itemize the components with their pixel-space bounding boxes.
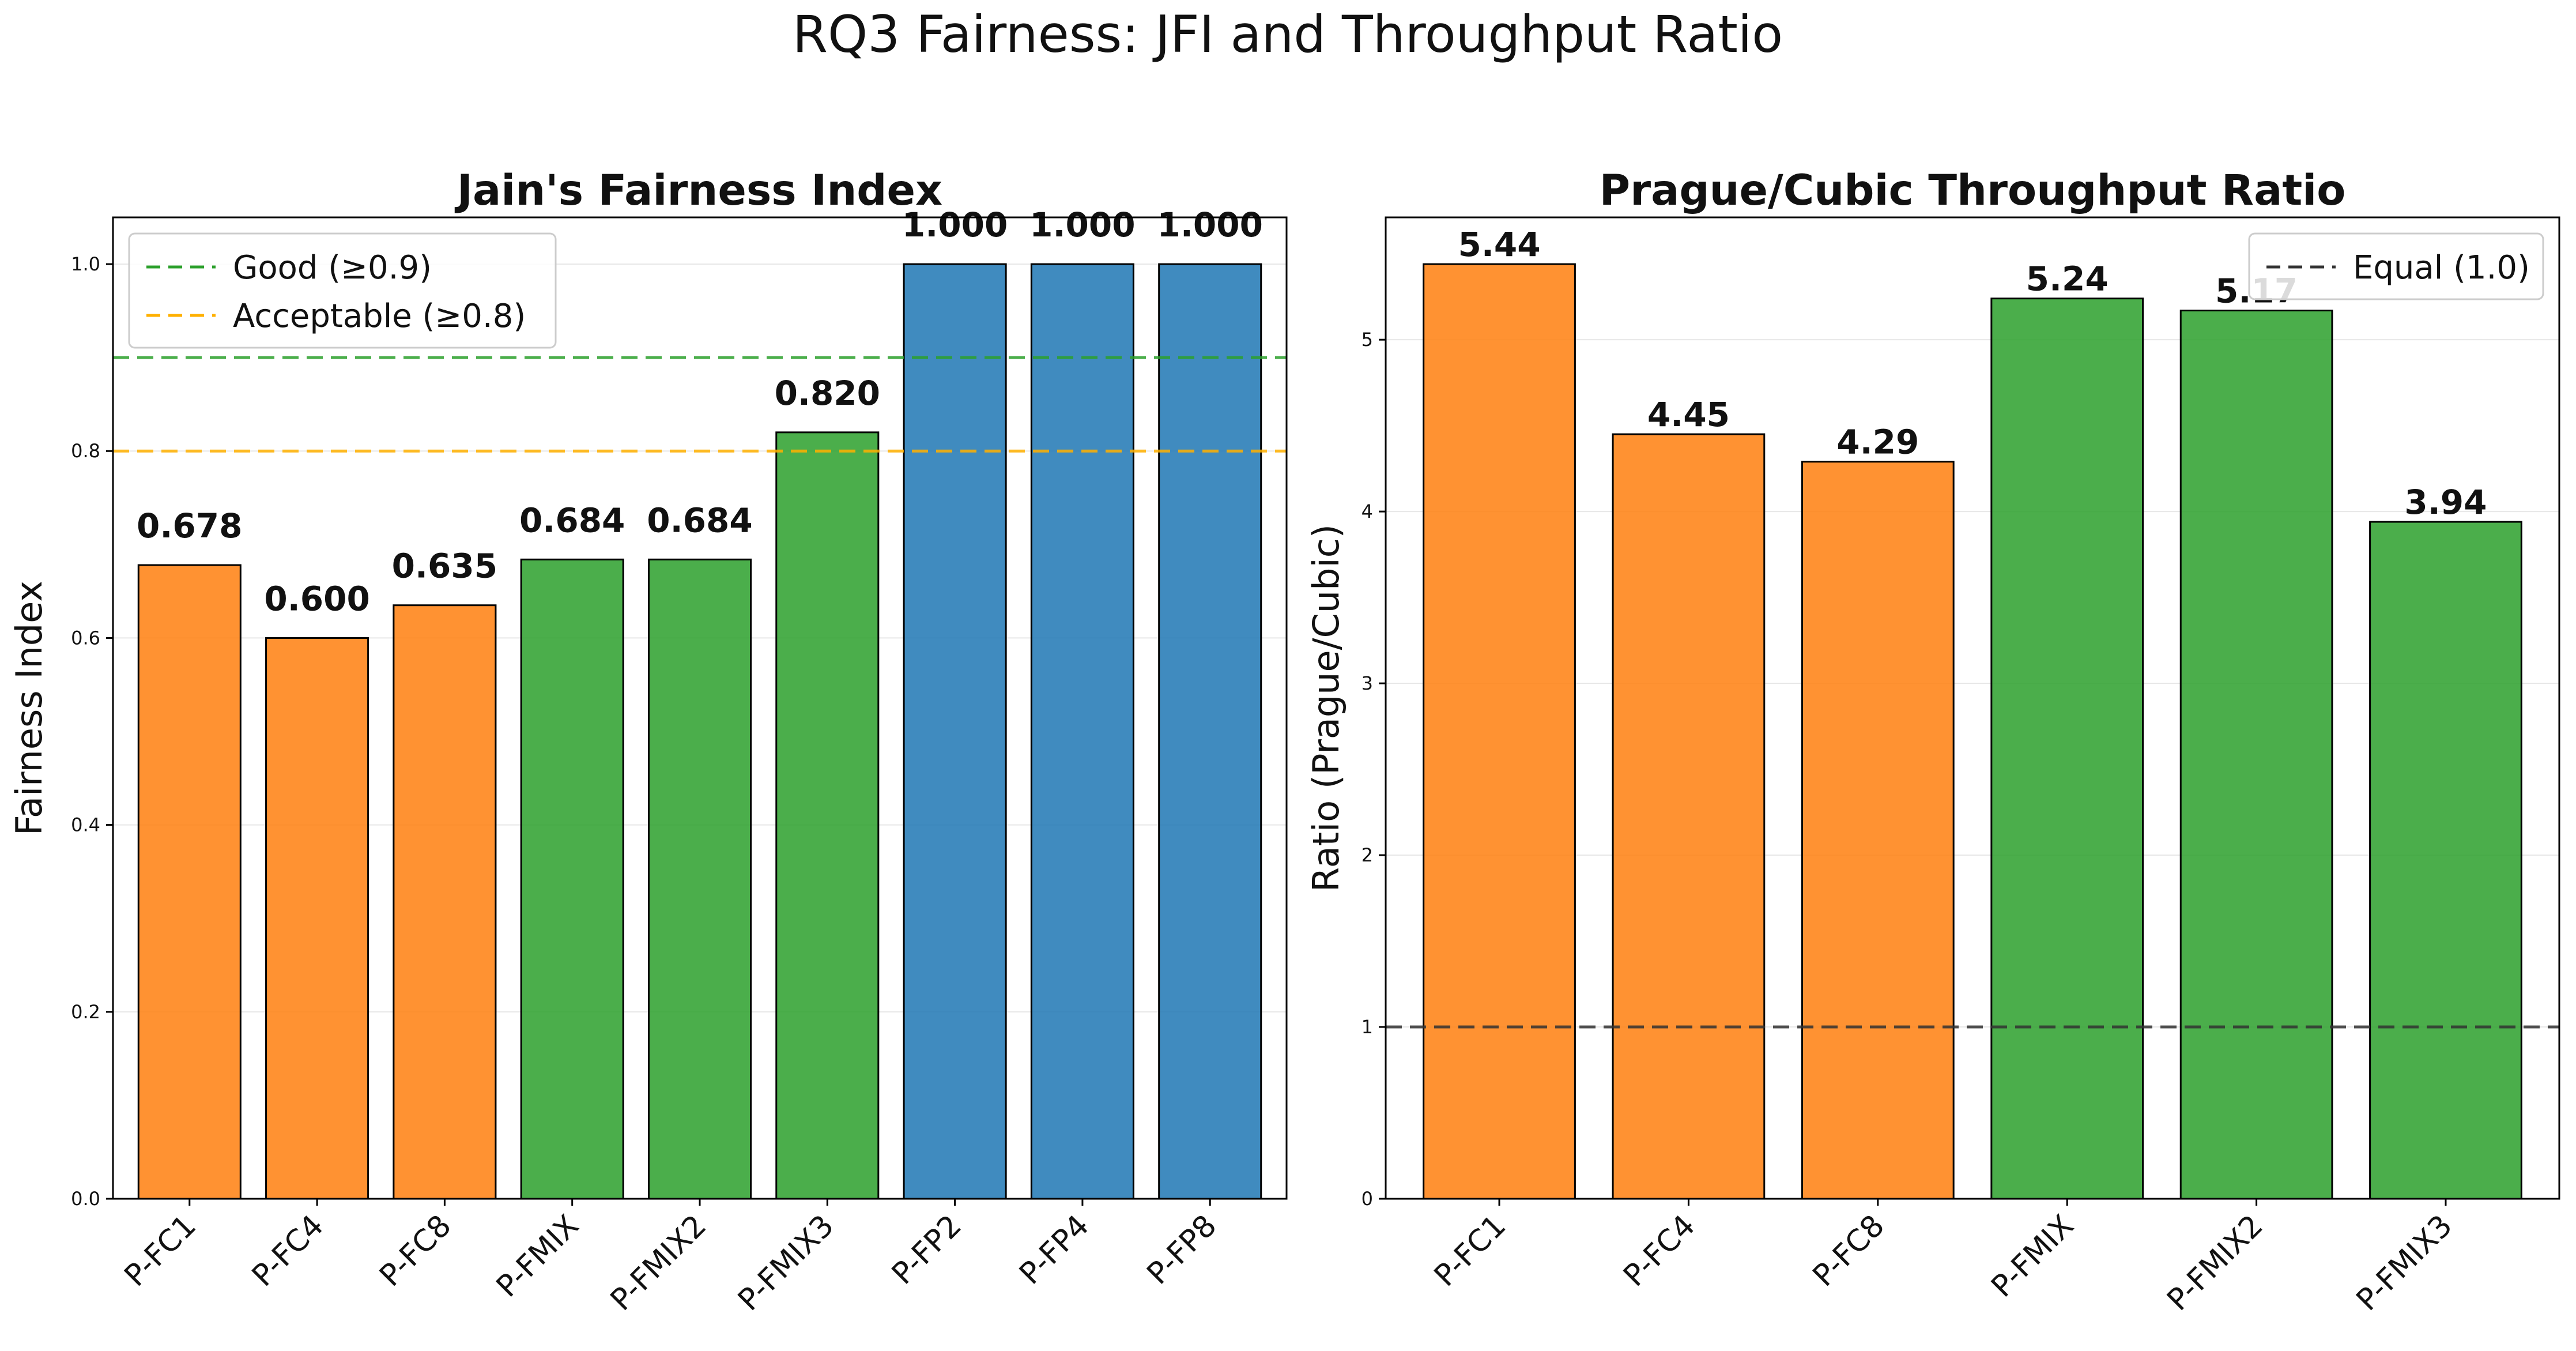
bar-p-fc4 (265, 637, 369, 1200)
legend-label: Equal (1.0) (2353, 249, 2530, 287)
bar-p-fmix2 (2179, 309, 2333, 1200)
y-tick-label: 5 (1361, 329, 1373, 351)
bar-p-fc4 (1612, 433, 1766, 1200)
panel-title: Prague/Cubic Throughput Ratio (1600, 166, 2346, 215)
y-tick-label: 0.0 (71, 1188, 100, 1210)
legend-box (128, 232, 557, 349)
y-tick-label: 0.2 (71, 1001, 100, 1023)
bar-value-label: 0.600 (264, 579, 369, 618)
panel-title: Jain's Fairness Index (454, 166, 942, 215)
bar-value-label: 0.820 (775, 374, 880, 413)
y-axis-label: Fairness Index (8, 581, 50, 836)
legend: Equal (1.0) (2248, 232, 2544, 300)
bar-p-fp2 (903, 263, 1007, 1200)
legend-label: Good (≥0.9) (233, 249, 432, 287)
y-tick-label: 0 (1361, 1188, 1373, 1210)
throughput-ratio-panel: 0123455.444.454.295.245.173.94P-FC1P-FC4… (1305, 166, 2560, 1318)
bar-p-fc1 (1423, 263, 1576, 1200)
y-tick-label: 4 (1361, 500, 1373, 522)
figure-title: RQ3 Fairness: JFI and Throughput Ratio (793, 5, 1783, 64)
y-tick-label: 1 (1361, 1016, 1373, 1038)
bar-p-fp4 (1030, 263, 1134, 1200)
y-tick-label: 0.6 (71, 627, 100, 649)
y-tick-label: 3 (1361, 672, 1373, 694)
y-tick-label: 0.8 (71, 440, 100, 462)
bar-value-label: 0.678 (137, 506, 242, 545)
bar-p-fmix (520, 558, 624, 1200)
bar-value-label: 1.000 (902, 205, 1008, 244)
bar-value-label: 4.45 (1647, 395, 1730, 434)
bar-value-label: 3.94 (2404, 483, 2487, 522)
legend-label: Acceptable (≥0.8) (233, 298, 526, 335)
bar-p-fc8 (1801, 461, 1955, 1200)
legend: Good (≥0.9) Acceptable (≥0.8) (128, 232, 557, 349)
bar-p-fmix2 (647, 558, 752, 1200)
bar-p-fmix (1990, 298, 2144, 1200)
y-axis-label: Ratio (Prague/Cubic) (1305, 524, 1347, 892)
bar-value-label: 5.24 (2026, 259, 2109, 299)
bar-p-fmix3 (775, 431, 880, 1200)
bar-p-fc1 (137, 564, 242, 1200)
legend-box (2248, 232, 2544, 300)
bar-value-label: 0.684 (647, 500, 752, 540)
y-tick-label: 0.4 (71, 814, 100, 836)
y-tick-label: 2 (1361, 844, 1373, 866)
bar-p-fc8 (393, 604, 497, 1200)
plot-frame (1385, 216, 2560, 1200)
bar-value-label: 4.29 (1836, 423, 1919, 462)
bar-p-fp8 (1158, 263, 1262, 1200)
bar-value-label: 1.000 (1157, 205, 1262, 244)
bar-value-label: 0.635 (392, 547, 497, 586)
bar-p-fmix3 (2369, 521, 2522, 1200)
bar-value-label: 1.000 (1029, 205, 1135, 244)
y-tick-label: 1.0 (71, 253, 100, 275)
bar-value-label: 0.684 (519, 500, 625, 540)
bar-value-label: 5.44 (1458, 225, 1540, 264)
